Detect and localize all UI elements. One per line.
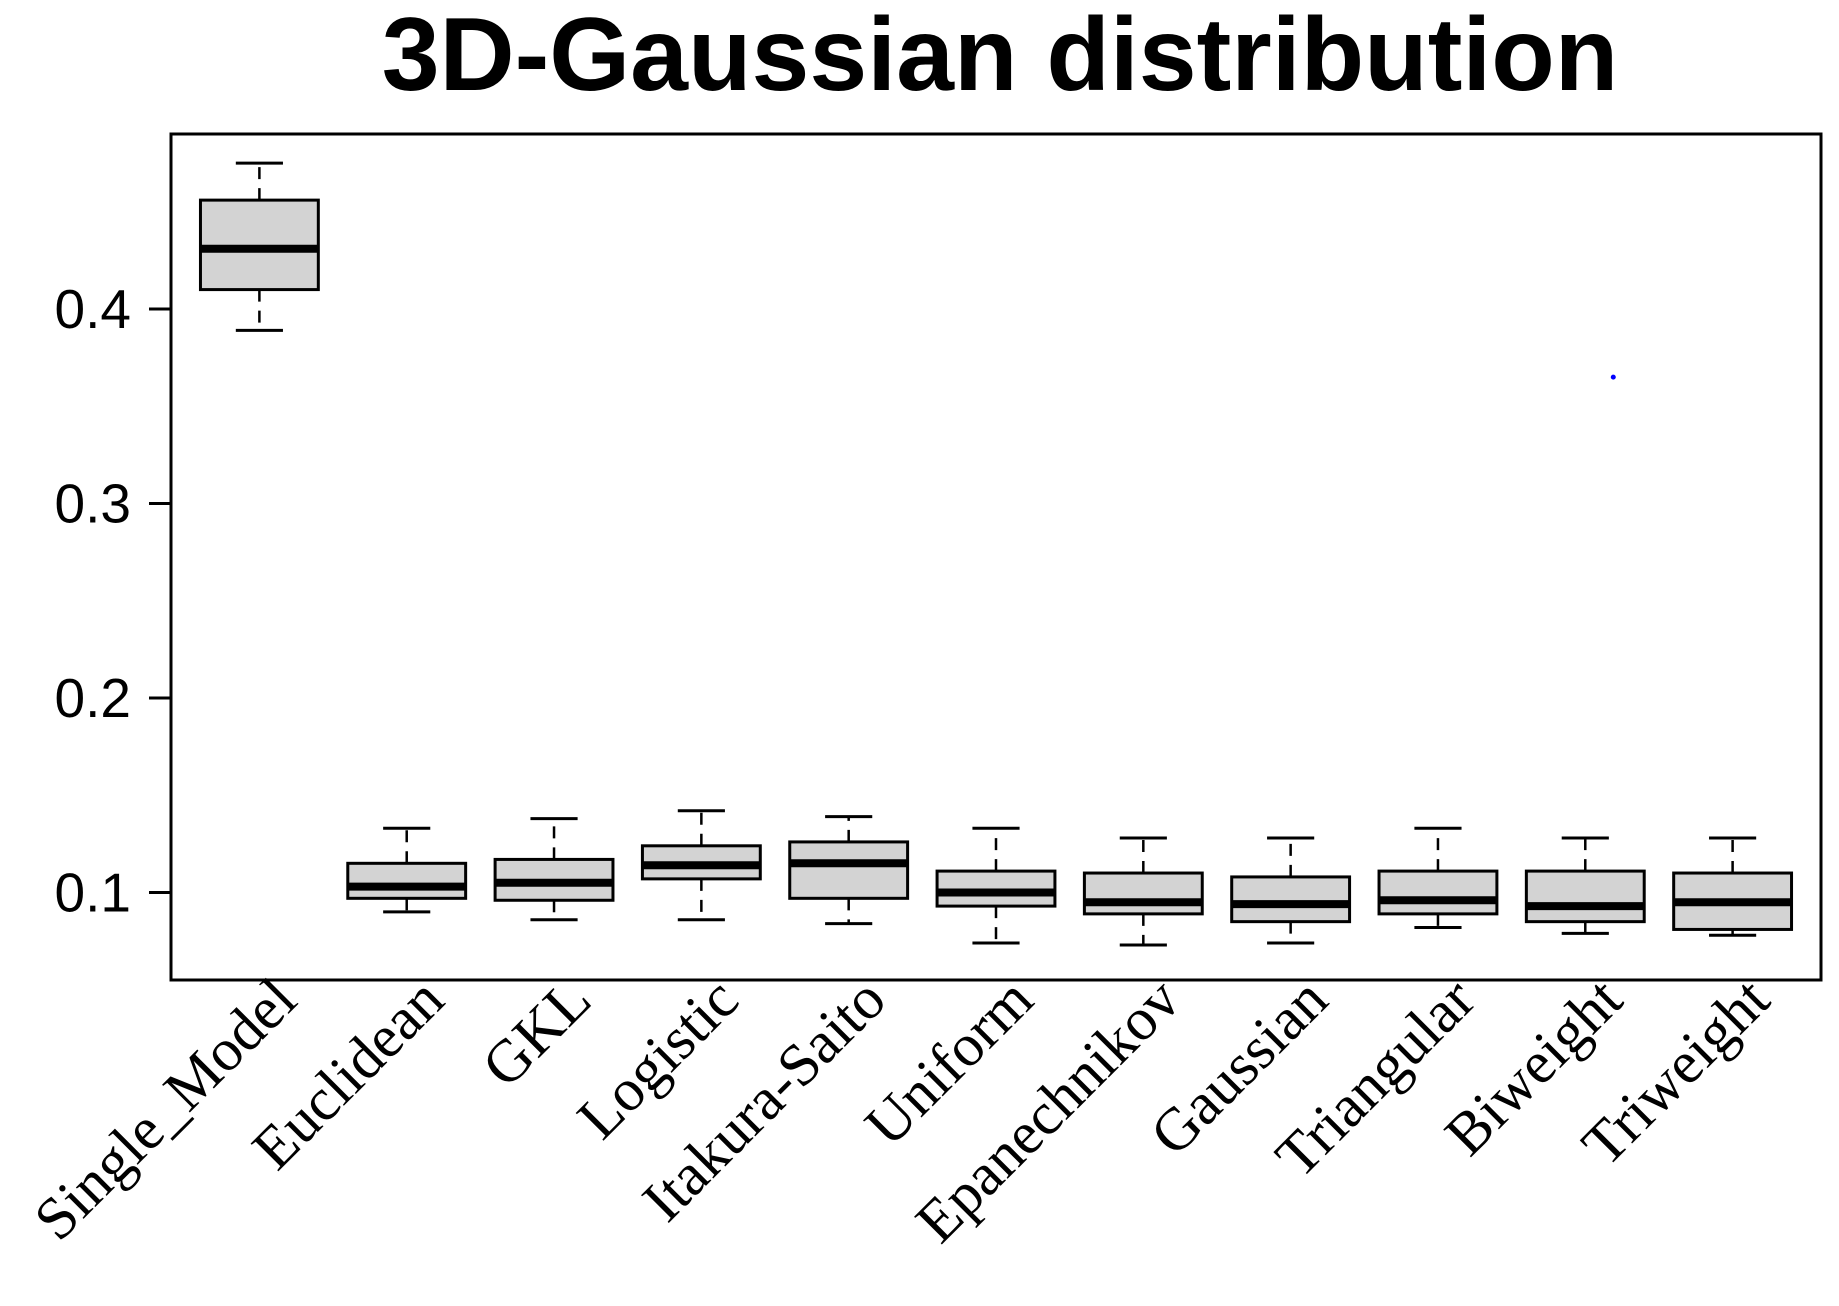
box-iqr bbox=[346, 861, 468, 900]
box-iqr bbox=[1524, 869, 1646, 924]
box-single-model bbox=[198, 161, 320, 332]
y-tick-label: 0.4 bbox=[55, 278, 131, 340]
y-tick-label: 0.2 bbox=[55, 667, 131, 729]
y-tick-label: 0.3 bbox=[55, 473, 131, 535]
box-itakura-saito bbox=[788, 815, 910, 926]
box-biweight bbox=[1524, 836, 1646, 935]
box-triangular bbox=[1377, 826, 1499, 929]
plot-frame bbox=[169, 132, 1823, 982]
box-iqr bbox=[788, 840, 910, 900]
stray-point bbox=[1610, 374, 1616, 380]
box-iqr bbox=[1377, 869, 1499, 916]
boxes-layer bbox=[198, 161, 1794, 947]
box-epanechnikov bbox=[1082, 836, 1204, 947]
box-gaussian bbox=[1230, 836, 1352, 945]
box-euclidean bbox=[346, 826, 468, 914]
box-iqr bbox=[1082, 871, 1204, 916]
box-uniform bbox=[935, 826, 1057, 945]
box-triweight bbox=[1672, 836, 1794, 937]
x-tick-label: GKL bbox=[469, 966, 603, 1100]
box-iqr bbox=[1230, 875, 1352, 924]
y-axis: 0.1 0.2 0.3 0.4 bbox=[55, 278, 171, 923]
y-tick-label: 0.1 bbox=[55, 861, 131, 923]
chart-title: 3D-Gaussian distribution bbox=[382, 0, 1619, 113]
box-gkl bbox=[493, 817, 615, 922]
box-logistic bbox=[640, 809, 762, 922]
points-layer bbox=[1610, 374, 1616, 380]
